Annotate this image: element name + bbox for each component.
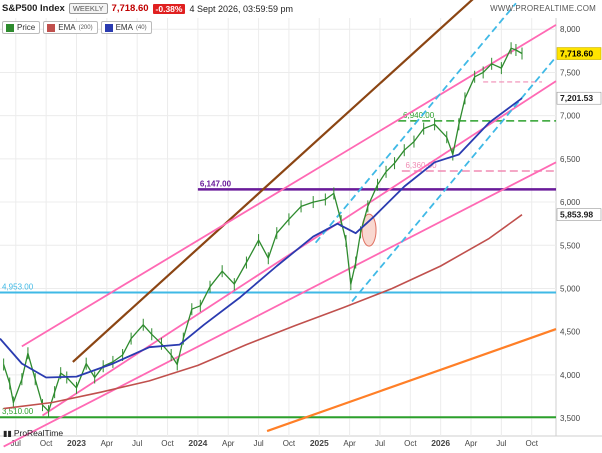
price-tag: [556, 91, 602, 105]
x-tick-label: Jul: [496, 439, 506, 448]
x-tick-label: Apr: [465, 439, 478, 448]
x-tick-label: Oct: [161, 439, 174, 448]
timestamp: 4 Sept 2026, 03:59:59 pm: [189, 3, 294, 14]
last-price: 7,718.60: [111, 3, 149, 14]
x-tick-label: Oct: [40, 439, 53, 448]
level-label: 6,360.00: [405, 161, 437, 170]
level-label: 6,147.00: [200, 179, 232, 188]
trend-line: [351, 56, 557, 303]
y-tick-label: 6,500: [560, 155, 581, 164]
indicator-legend: Price EMA (200) EMA (40): [2, 21, 152, 34]
y-tick-label: 3,500: [560, 414, 581, 423]
ema-200-color-swatch: [47, 23, 56, 32]
chart-header: S&P500 Index WEEKLY 7,718.60 -0.38% 4 Se…: [2, 1, 293, 16]
legend-period-ema-40: (40): [135, 24, 147, 31]
ema-40-color-swatch: [104, 23, 113, 32]
x-tick-label: 2026: [431, 438, 450, 448]
x-tick-label: Oct: [404, 439, 417, 448]
price-tag: [556, 47, 602, 60]
legend-period-ema-200: (200): [78, 24, 93, 31]
x-tick-label: Jul: [132, 439, 142, 448]
x-tick-label: Apr: [343, 439, 356, 448]
legend-item-price[interactable]: Price: [2, 21, 41, 34]
legend-item-ema-200[interactable]: EMA (200): [43, 21, 98, 34]
legend-label-ema-200: EMA: [58, 23, 76, 32]
level-label: 6,940.00: [403, 111, 435, 120]
trend-line: [314, 2, 517, 244]
series-line: [0, 97, 523, 379]
y-axis-panel: [556, 0, 602, 451]
trend-line: [72, 0, 474, 363]
trend-line: [266, 328, 557, 433]
y-tick-label: 8,000: [560, 25, 581, 34]
price-tag-label: 5,853.98: [560, 210, 593, 220]
brand-name: ProRealTime: [13, 428, 64, 438]
x-tick-label: Apr: [101, 439, 114, 448]
legend-label-price: Price: [17, 23, 36, 32]
level-label: 4,953.00: [2, 283, 34, 292]
y-tick-label: 7,500: [560, 68, 581, 77]
price-tag-label: 7,201.53: [560, 93, 593, 103]
y-tick-label: 4,000: [560, 371, 581, 380]
price-tag-label: 7,718.60: [560, 49, 593, 59]
legend-label-ema-40: EMA: [115, 23, 133, 32]
x-tick-label: Jul: [253, 439, 263, 448]
x-tick-label: 2025: [310, 438, 329, 448]
series-line: [3, 214, 523, 410]
brand-logo: ▮▮ ProRealTime: [3, 428, 63, 438]
timeframe-badge[interactable]: WEEKLY: [68, 3, 108, 14]
series-line: [2, 47, 523, 412]
site-url[interactable]: WWW.PROREALTIME.COM: [490, 4, 596, 13]
level-label: 3,510.00: [2, 407, 34, 416]
instrument-title: S&P500 Index: [2, 3, 65, 14]
x-tick-label: Oct: [525, 439, 538, 448]
y-tick-label: 4,500: [560, 328, 581, 337]
y-tick-label: 5,500: [560, 241, 581, 250]
price-tag: [556, 208, 602, 221]
highlight-ellipse: [361, 213, 377, 247]
y-tick-label: 5,000: [560, 284, 581, 293]
trend-line: [3, 161, 557, 448]
x-tick-label: Apr: [222, 439, 235, 448]
legend-item-ema-40[interactable]: EMA (40): [100, 21, 152, 34]
trend-line: [21, 24, 557, 348]
y-tick-label: 6,000: [560, 198, 581, 207]
x-tick-label: 2023: [67, 438, 86, 448]
price-color-swatch: [6, 23, 14, 32]
x-tick-label: 2024: [188, 438, 207, 448]
x-tick-label: Oct: [283, 439, 296, 448]
change-badge: -0.38%: [152, 3, 186, 14]
x-tick-label: Jul: [11, 439, 21, 448]
x-tick-label: Jul: [375, 439, 385, 448]
bars-icon: ▮▮: [3, 428, 12, 438]
y-tick-label: 7,000: [560, 112, 581, 121]
